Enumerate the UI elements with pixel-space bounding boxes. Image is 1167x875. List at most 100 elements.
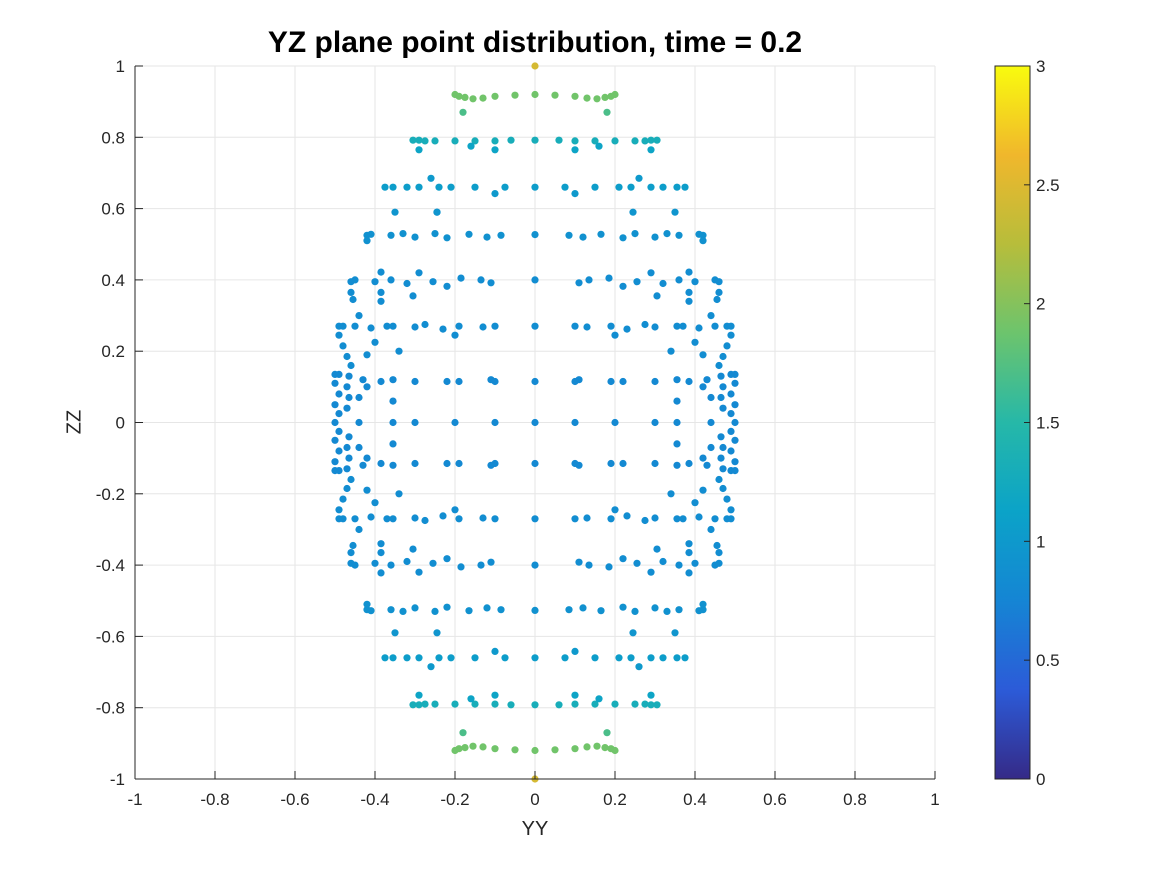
data-point [611,331,619,339]
data-point [359,376,367,384]
data-point [647,568,655,576]
data-point [699,351,707,359]
data-point [377,569,385,577]
data-point [555,136,563,144]
data-point [477,561,485,569]
data-point [695,324,703,332]
data-point [409,292,417,300]
data-point [671,629,679,637]
data-point [483,604,491,612]
data-point [443,282,451,290]
data-point [727,390,735,398]
data-point [593,742,601,750]
data-point [531,654,539,662]
data-point [597,230,605,238]
data-point [461,744,469,752]
data-point [565,231,573,239]
data-point [641,700,649,708]
colorbar-tick-label: 3 [1036,57,1045,76]
data-point [585,276,593,284]
data-point [691,278,699,286]
data-point [351,322,359,330]
data-point [695,513,703,521]
data-point [727,515,735,523]
chart-title: YZ plane point distribution, time = 0.2 [268,26,802,59]
x-tick-label: 0.8 [843,790,867,809]
data-point [367,230,375,238]
data-point [619,282,627,290]
data-point [699,454,707,462]
data-point [451,418,459,427]
data-point [707,525,715,534]
data-point [389,654,397,662]
data-point [459,729,467,737]
data-point [443,377,451,386]
data-point [597,607,605,615]
data-point [571,745,579,753]
data-point [355,393,363,402]
data-point [605,563,613,571]
data-point [685,569,693,577]
data-point [455,322,463,330]
x-tick-label: -0.8 [200,790,229,809]
data-point [659,557,667,566]
data-point [507,136,515,144]
x-tick-label: -0.4 [360,790,389,809]
data-point [575,558,583,566]
data-point [479,514,487,522]
data-point [699,237,707,245]
data-point [711,515,719,523]
data-point [551,746,559,754]
data-point [347,475,355,484]
data-point [713,295,721,304]
data-point [531,459,539,468]
data-point [571,515,579,523]
data-point [727,410,735,418]
data-point [491,146,499,154]
data-point [343,383,351,391]
data-point [635,174,643,182]
data-point [673,322,681,330]
data-point [497,231,505,239]
data-point [491,137,499,145]
data-point [433,208,441,216]
data-point [673,515,681,523]
data-point [699,383,707,391]
data-point [399,230,407,238]
data-point [703,461,711,469]
data-point [627,183,635,191]
data-point [675,231,683,239]
data-point [715,278,723,286]
data-point [491,745,499,753]
data-point [703,376,711,384]
x-tick-label: 0.2 [603,790,627,809]
data-point [409,136,417,144]
data-point [389,183,397,191]
data-point [389,322,397,330]
data-point [715,361,723,370]
data-point [443,603,451,611]
data-point [389,461,397,469]
data-point [377,288,385,296]
axes [134,65,936,780]
data-point [561,183,569,191]
colorbar-tick-label: 1.5 [1036,414,1060,433]
data-point [491,459,499,468]
data-point [443,555,451,563]
data-point [409,545,417,553]
data-point [653,701,661,709]
data-point [511,746,519,754]
data-point [491,322,499,330]
data-point [629,629,637,637]
data-point [719,404,727,412]
data-point [331,401,339,409]
data-point [411,418,419,427]
data-point [647,691,655,699]
data-point [355,525,363,534]
data-point [627,654,635,662]
data-point [575,279,583,287]
data-point [531,276,539,284]
data-point [335,390,343,398]
data-point [451,331,459,339]
